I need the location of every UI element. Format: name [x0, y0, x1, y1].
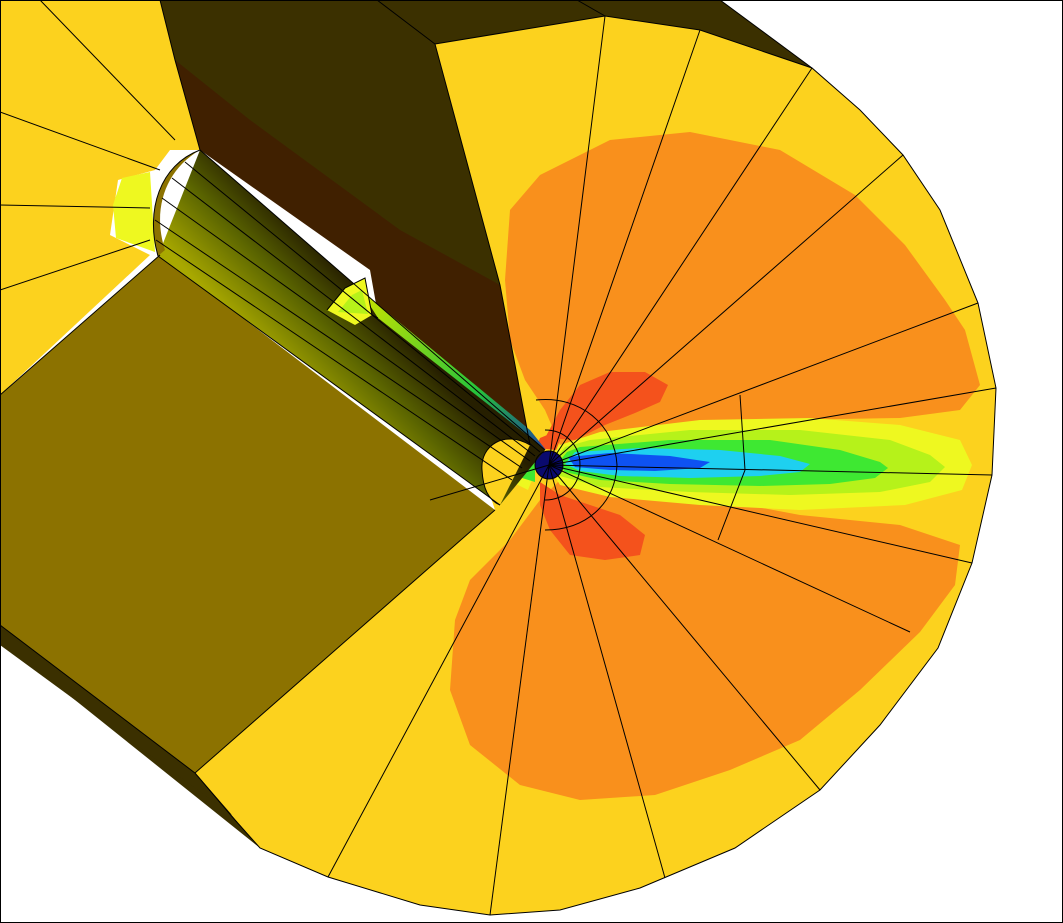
- upper-slab-top-face: [160, 0, 500, 285]
- contour-orange-upper-lobe: [505, 132, 980, 445]
- contour-orange-lower-lobe: [450, 480, 960, 800]
- upper-slab-inner-face: [175, 60, 530, 445]
- cylinder-end-cap-left: [153, 150, 200, 256]
- left-lime-patch: [113, 172, 155, 252]
- left-yellow-region: [0, 0, 200, 395]
- contour-red-upper-peak: [545, 372, 668, 440]
- mesh-lines: [0, 0, 997, 916]
- cylinder-body: [158, 150, 545, 505]
- lower-block-bottom-shadow: [0, 628, 232, 815]
- upper-slab-far-edge: [377, 0, 812, 68]
- cylinder-end-cap-right: [481, 439, 530, 505]
- cylinder-cut-section-lime: [338, 290, 368, 314]
- lower-block-front-face: [0, 255, 495, 773]
- contour-red-lower-peak: [540, 482, 645, 560]
